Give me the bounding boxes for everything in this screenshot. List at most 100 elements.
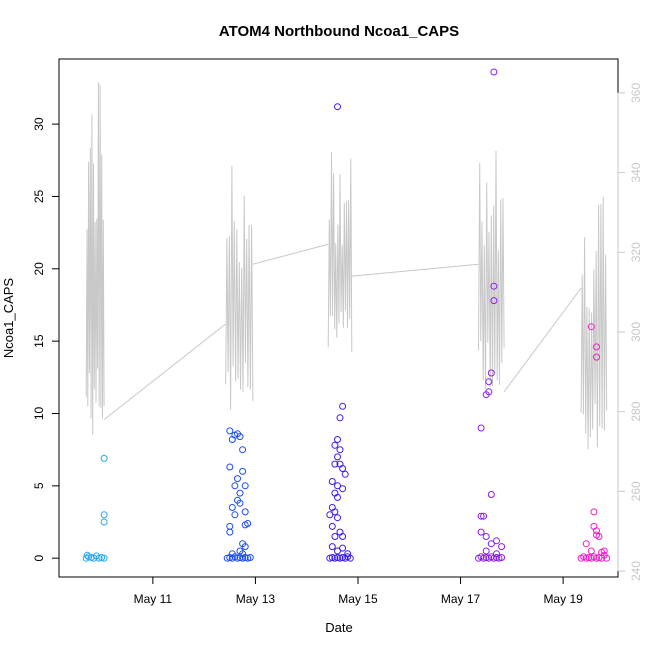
data-point <box>236 433 244 441</box>
data-point <box>482 547 490 555</box>
y-axis-label: Ncoa1_CAPS <box>1 278 16 359</box>
data-point <box>241 543 249 551</box>
data-point <box>493 537 500 545</box>
data-point <box>477 512 485 520</box>
data-point <box>490 282 498 290</box>
x-tick-label: May 17 <box>441 592 481 606</box>
data-point <box>228 504 236 511</box>
data-point <box>83 551 91 559</box>
y-tick-label: 5 <box>32 482 46 489</box>
x-tick-label: May 13 <box>236 592 276 606</box>
data-point <box>485 388 493 396</box>
data-point <box>331 508 339 516</box>
data-point <box>239 446 247 454</box>
data-point <box>100 454 108 462</box>
data-point <box>239 467 247 475</box>
data-point <box>595 533 603 540</box>
data-point <box>487 491 495 498</box>
data-point <box>231 511 239 519</box>
x-tick-label: May 11 <box>134 592 173 606</box>
data-point <box>490 68 498 76</box>
data-point <box>498 554 506 561</box>
data-point <box>246 554 254 561</box>
x-axis-label: Date <box>325 620 352 635</box>
secondary-line-burst <box>327 151 353 353</box>
points-layer <box>82 68 611 562</box>
y-tick-label: 25 <box>32 189 46 203</box>
secondary-line-connector <box>103 323 226 421</box>
data-point <box>328 543 336 551</box>
secondary-line-connector <box>351 263 479 277</box>
y2-tick-label: 320 <box>629 242 643 262</box>
data-point <box>590 508 598 516</box>
secondary-line-burst <box>478 150 505 389</box>
data-point <box>480 512 488 520</box>
y2-tick-label: 340 <box>629 162 643 182</box>
data-point <box>336 414 344 422</box>
data-point <box>100 511 108 519</box>
data-point <box>244 520 252 527</box>
data-point <box>341 470 349 478</box>
y-tick-label: 10 <box>32 407 46 421</box>
data-point <box>485 378 493 386</box>
data-point <box>236 489 244 497</box>
data-point <box>339 485 347 493</box>
secondary-line-layer <box>85 82 608 450</box>
data-point <box>331 460 339 468</box>
data-point <box>239 550 247 558</box>
data-point <box>487 369 495 377</box>
data-point <box>593 527 600 535</box>
data-point <box>241 508 249 516</box>
axes-layer: May 11 May 13 May 15 May 17 May 19 0 5 10 15 20 25… <box>32 83 643 606</box>
data-point <box>231 482 239 490</box>
data-point <box>241 482 249 490</box>
data-point <box>498 543 506 551</box>
data-point <box>334 436 341 443</box>
secondary-line-burst <box>85 82 105 435</box>
data-point <box>226 528 234 536</box>
x-tick-label: May 19 <box>543 592 583 606</box>
data-point <box>603 554 611 562</box>
data-point <box>100 554 108 562</box>
data-point <box>328 478 336 485</box>
data-point <box>334 493 341 501</box>
y-tick-label: 15 <box>32 334 46 348</box>
y2-tick-label: 260 <box>629 481 643 501</box>
chart-title: ATOM4 Northbound Ncoa1_CAPS <box>219 23 459 40</box>
data-point <box>477 528 485 536</box>
data-point <box>339 544 347 552</box>
data-point <box>228 550 236 558</box>
data-point <box>328 522 336 530</box>
secondary-line-burst <box>580 196 608 450</box>
data-point <box>100 518 108 526</box>
data-point <box>477 424 485 432</box>
data-point <box>234 475 241 483</box>
data-point <box>226 522 234 530</box>
data-point <box>334 453 341 461</box>
data-point <box>487 540 495 548</box>
y2-tick-label: 240 <box>629 561 643 581</box>
data-point <box>334 514 341 522</box>
data-point <box>331 441 339 449</box>
y-tick-label: 20 <box>32 262 46 276</box>
data-point <box>339 465 347 472</box>
data-point <box>236 499 244 507</box>
y-tick-label: 30 <box>32 117 46 131</box>
data-point <box>336 446 344 454</box>
data-point <box>582 540 590 548</box>
secondary-line-connector <box>252 243 329 265</box>
data-point <box>334 547 341 555</box>
data-point <box>587 323 595 331</box>
y2-tick-label: 280 <box>629 401 643 421</box>
x-tick-label: May 15 <box>338 592 378 606</box>
y2-tick-label: 300 <box>629 322 643 342</box>
data-point <box>226 463 234 471</box>
data-point <box>600 547 608 555</box>
data-point <box>587 547 595 555</box>
data-point <box>339 533 347 540</box>
data-point <box>331 533 339 540</box>
secondary-line-connector <box>503 287 582 393</box>
data-point <box>344 550 352 558</box>
data-point <box>593 353 600 361</box>
